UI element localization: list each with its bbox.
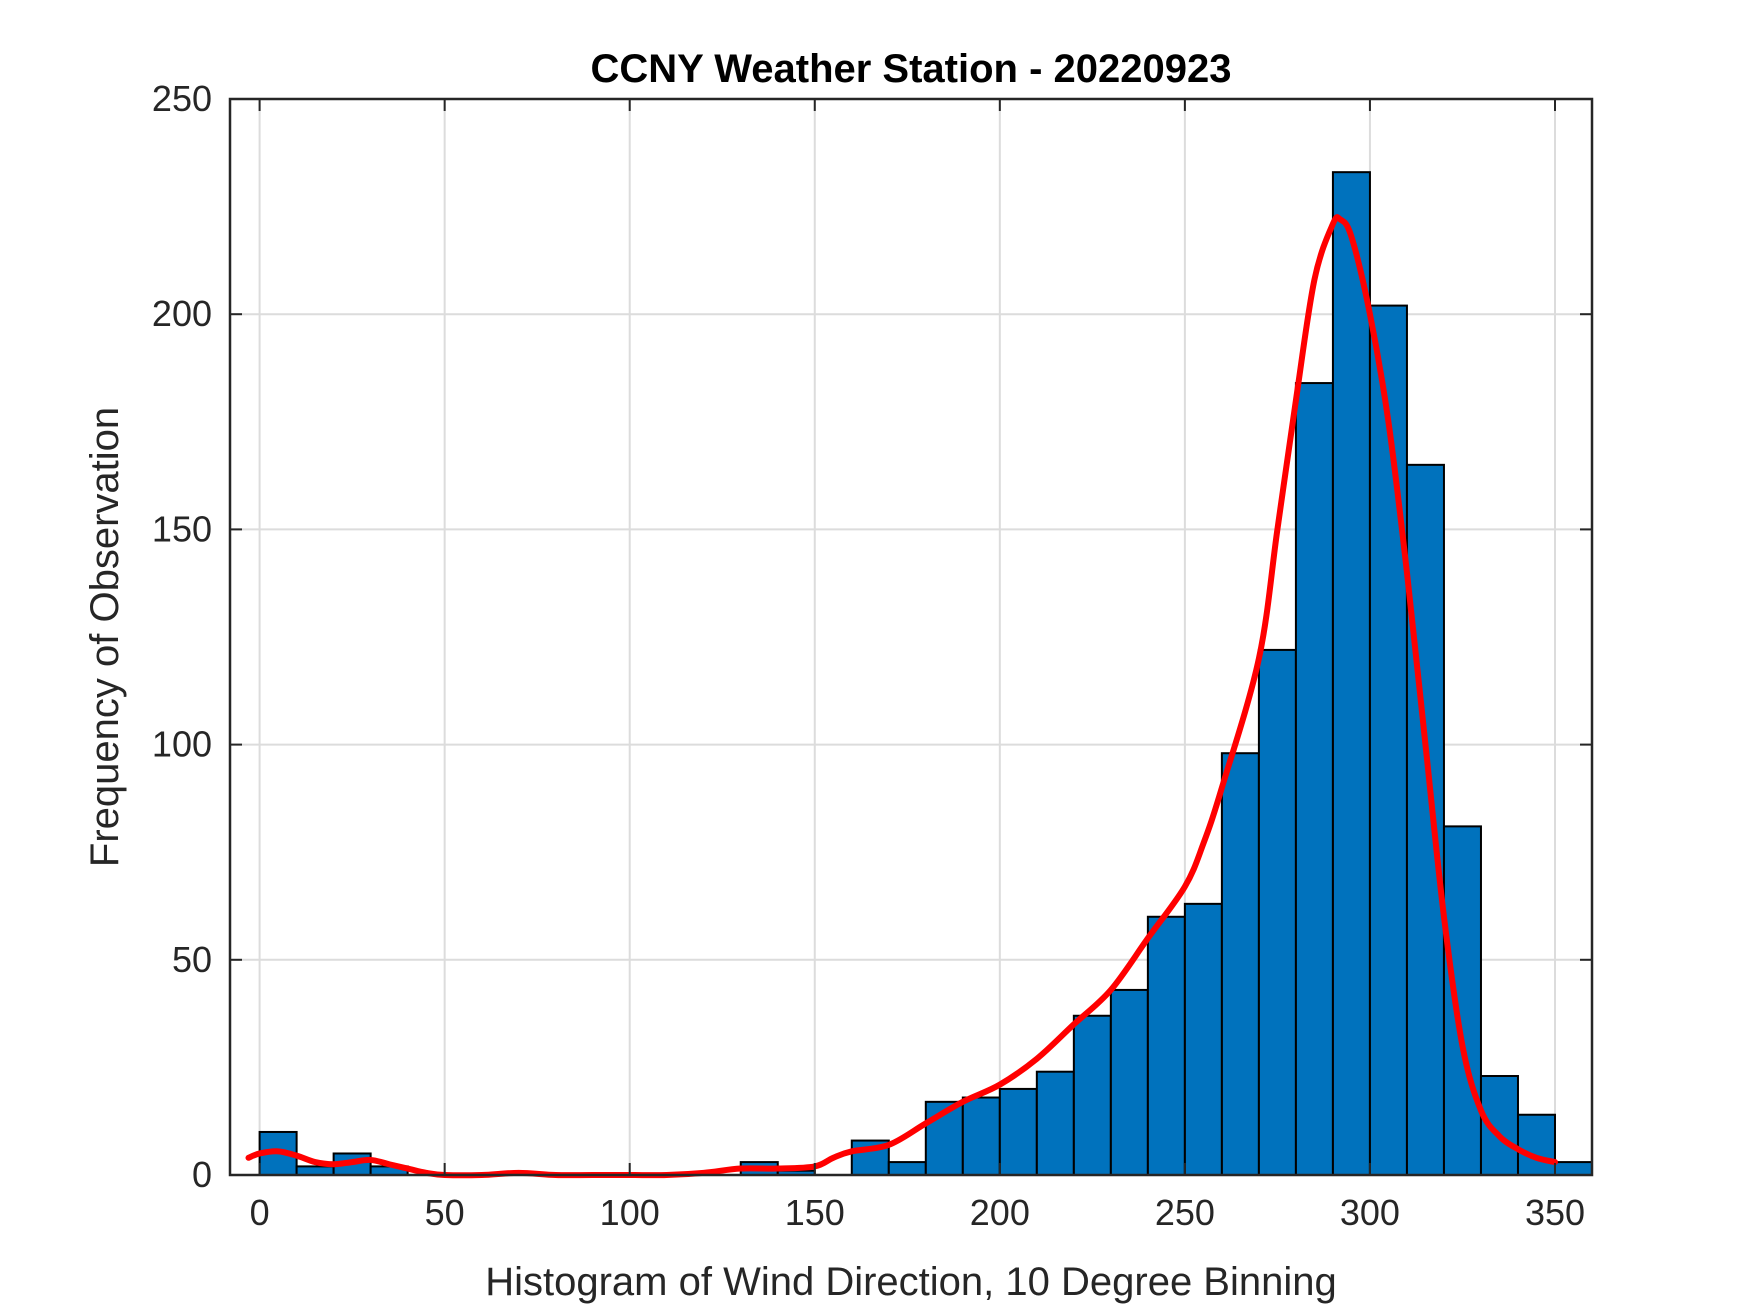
x-tick-label-5: 250	[1155, 1192, 1215, 1233]
tick-labels: 0 50 100 150 200 250 300 350 0 50 100 150 200 250	[152, 78, 1585, 1233]
x-tick-label-6: 300	[1340, 1192, 1400, 1233]
histogram-bar-34	[1516, 1113, 1556, 1177]
x-tick-label-3: 150	[785, 1192, 845, 1233]
y-tick-label-4: 200	[152, 293, 212, 334]
histogram-bar-24	[1146, 915, 1186, 1176]
y-tick-label-2: 100	[152, 724, 212, 765]
axes-frame	[228, 97, 1594, 1177]
x-tick-label-7: 350	[1525, 1192, 1585, 1233]
histogram-bar-35	[1553, 1161, 1594, 1177]
fit-curve	[245, 214, 1558, 1179]
y-tick-label-5: 250	[152, 78, 212, 119]
x-tick-label-4: 200	[970, 1192, 1030, 1233]
histogram-bar-26	[1220, 752, 1260, 1176]
histogram-bar-27	[1257, 648, 1297, 1176]
histogram-bar-32	[1442, 825, 1482, 1176]
histogram-bar-31	[1405, 463, 1445, 1176]
x-tick-label-2: 100	[600, 1192, 660, 1233]
histogram-bar-21	[1035, 1070, 1075, 1176]
histogram-bar-20	[998, 1087, 1038, 1177]
tick-marks	[230, 98, 1592, 1176]
histogram-bar-29	[1331, 171, 1371, 1176]
y-tick-label-3: 150	[152, 508, 212, 549]
histogram-bar-23	[1109, 988, 1149, 1176]
x-tick-label-1: 50	[425, 1192, 465, 1233]
histogram-bar-22	[1072, 1014, 1112, 1177]
histogram-bar-17	[887, 1161, 927, 1177]
x-axis-label: Histogram of Wind Direction, 10 Degree B…	[485, 1260, 1337, 1304]
axes-box	[228, 97, 1594, 1177]
x-tick-label-0: 0	[250, 1192, 270, 1233]
histogram-bar-19	[961, 1096, 1001, 1176]
y-tick-label-0: 0	[192, 1154, 212, 1195]
histogram-bar-28	[1294, 382, 1334, 1176]
fit-curve-layer	[245, 214, 1558, 1179]
y-tick-label-1: 50	[172, 939, 212, 980]
histogram-bar-1	[295, 1165, 335, 1176]
chart-title: CCNY Weather Station - 20220923	[591, 47, 1232, 91]
histogram-bar-25	[1183, 902, 1223, 1177]
y-axis-label: Frequency of Observation	[83, 407, 127, 867]
